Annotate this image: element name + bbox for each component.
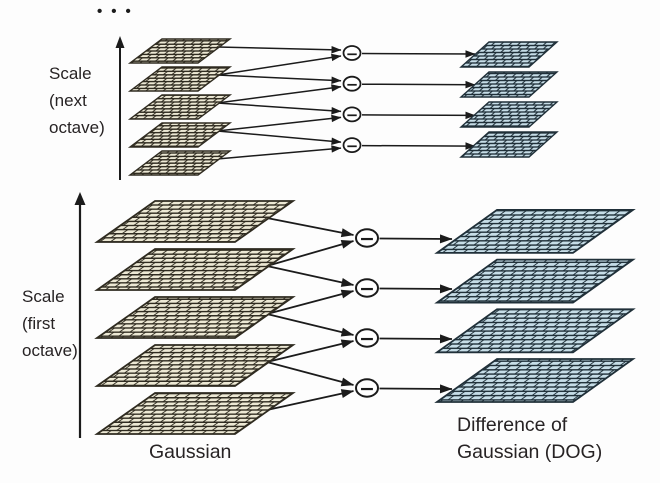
gaussian-image-layer	[127, 38, 233, 64]
subtract-to-dog-arrow	[379, 234, 453, 244]
dog-image-layer	[434, 258, 636, 304]
gaussian-to-subtract-arrow	[266, 265, 354, 287]
subtract-operator-node	[355, 228, 379, 248]
scale-axis-arrowhead	[74, 192, 86, 205]
dog-column-label-line1: Difference of	[457, 414, 568, 436]
scale-next-octave-label: Scale (next octave)	[49, 60, 105, 141]
subtract-operator-node	[355, 378, 379, 398]
scale-first-octave-line3: octave)	[22, 341, 78, 360]
gaussian-image-layer	[94, 392, 296, 435]
gaussian-to-subtract-arrow	[217, 130, 342, 145]
dog-image-layer	[459, 131, 559, 158]
dog-column-label: Difference of Gaussian (DOG)	[457, 412, 602, 466]
gaussian-to-subtract-arrow	[266, 389, 354, 411]
scale-axis-arrowhead	[115, 36, 125, 48]
minus-operator-icon: −	[346, 106, 359, 124]
gaussian-column-label: Gaussian	[149, 441, 232, 463]
gaussian-image-layer	[127, 150, 233, 176]
gaussian-to-subtract-arrow	[217, 102, 342, 115]
gaussian-to-subtract-arrow	[266, 289, 354, 315]
dog-image-layer	[459, 101, 559, 128]
minus-operator-icon: −	[359, 328, 375, 350]
gaussian-to-subtract-arrow	[266, 339, 354, 363]
dog-image-layer	[434, 308, 636, 354]
subtract-to-dog-arrow	[379, 384, 453, 394]
dog-image-layer	[434, 209, 636, 254]
gaussian-to-subtract-arrow	[217, 74, 342, 85]
dog-column-label-line2: Gaussian (DOG)	[457, 441, 603, 463]
subtract-to-dog-arrow	[361, 50, 476, 58]
minus-operator-icon: −	[346, 76, 359, 94]
dog-image-layer	[434, 358, 636, 403]
subtract-operator-node	[342, 75, 362, 92]
minus-operator-icon: −	[346, 137, 359, 155]
subtract-to-dog-arrow	[379, 284, 453, 294]
gaussian-to-subtract-arrow	[266, 313, 354, 337]
dog-image-layer	[459, 71, 559, 98]
gaussian-to-subtract-arrow	[266, 217, 354, 238]
gaussian-to-subtract-arrow	[266, 361, 354, 387]
minus-operator-icon: −	[359, 378, 375, 400]
minus-operator-icon: −	[359, 278, 375, 300]
gaussian-to-subtract-arrow	[217, 53, 342, 76]
gaussian-image-layer	[94, 296, 296, 339]
minus-operator-icon: −	[346, 45, 359, 63]
continuation-ellipsis: •••	[97, 3, 140, 20]
subtract-operator-node	[342, 106, 362, 123]
subtract-operator-node	[342, 45, 362, 61]
subtract-operator-node	[355, 278, 379, 298]
dog-image-layer	[459, 41, 559, 68]
scale-first-octave-line1: Scale	[22, 287, 65, 306]
subtract-to-dog-arrow	[361, 111, 476, 120]
subtract-operator-node	[342, 137, 362, 154]
gaussian-image-layer	[94, 344, 296, 387]
subtract-operator-node	[355, 328, 379, 348]
scale-first-octave-label: Scale (first octave)	[22, 283, 78, 364]
scale-first-octave-line2: (first	[22, 314, 56, 333]
subtract-to-dog-arrow	[379, 334, 453, 344]
gaussian-to-subtract-arrow	[217, 114, 342, 132]
scale-next-octave-line3: octave)	[49, 118, 105, 137]
gaussian-to-subtract-arrow	[266, 240, 354, 267]
gaussian-to-subtract-arrow	[217, 145, 342, 160]
gaussian-image-layer	[127, 66, 233, 92]
scale-next-octave-line1: Scale	[49, 64, 92, 83]
scale-next-octave-line2: (next	[49, 91, 87, 110]
minus-operator-icon: −	[359, 228, 375, 250]
gaussian-image-layer	[94, 248, 296, 291]
gaussian-to-subtract-arrow	[217, 84, 342, 104]
subtract-to-dog-arrow	[361, 80, 476, 89]
subtract-to-dog-arrow	[361, 142, 476, 150]
gaussian-to-subtract-arrow	[217, 46, 342, 54]
gaussian-image-layer	[127, 122, 233, 148]
gaussian-image-layer	[127, 94, 233, 120]
gaussian-image-layer	[94, 200, 296, 243]
